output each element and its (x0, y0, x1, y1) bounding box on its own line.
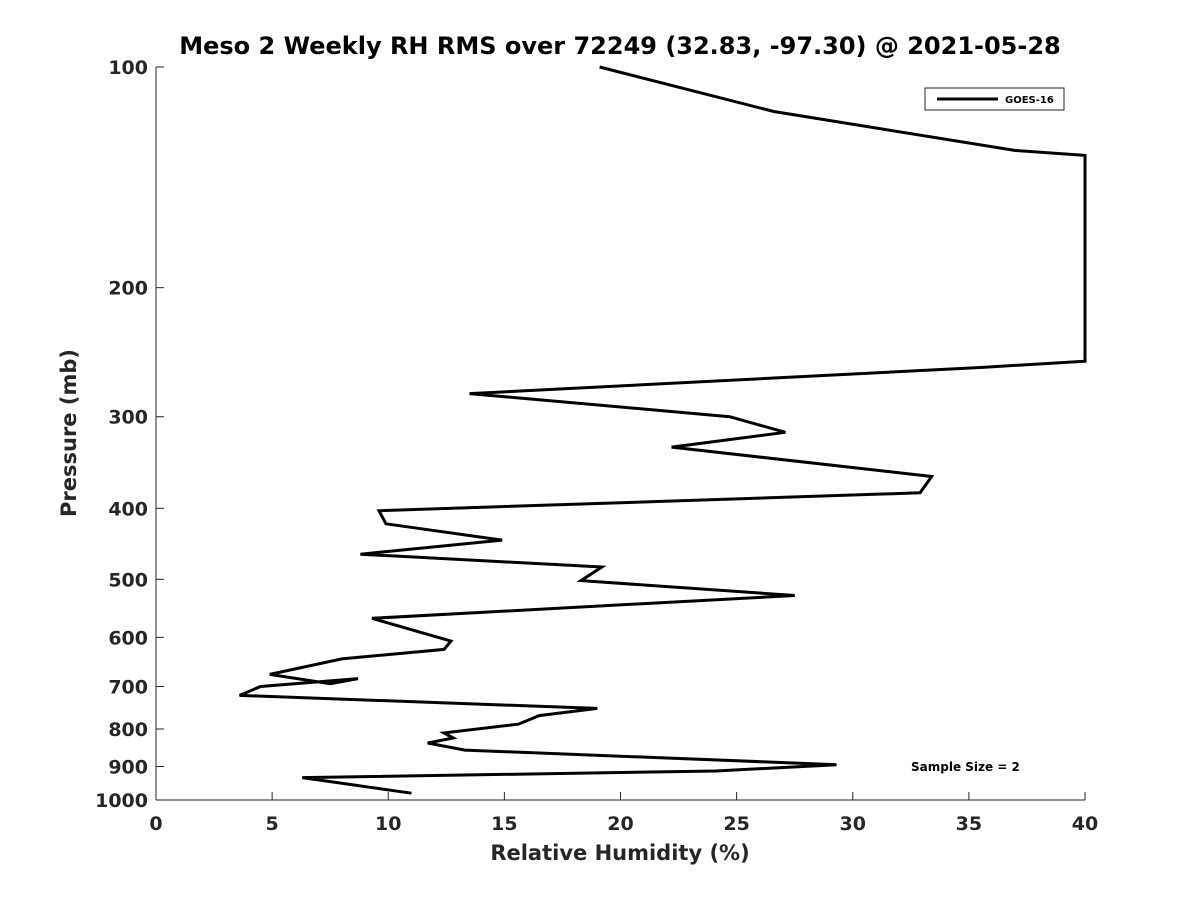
legend-label-goes16: GOES-16 (1005, 95, 1054, 106)
y-tick-label: 500 (108, 569, 148, 591)
y-tick-label: 600 (108, 627, 148, 649)
series-line-goes-16 (239, 65, 1087, 795)
x-tick-label: 10 (375, 813, 401, 835)
y-tick-label: 300 (108, 407, 148, 429)
x-tick-label: 30 (840, 813, 866, 835)
legend[interactable]: GOES-16 (924, 87, 1065, 111)
x-tick-label: 35 (956, 813, 982, 835)
x-ticks: 0 5 10 15 20 25 30 35 40 (149, 792, 1098, 835)
y-axis-label: Pressure (mb) (57, 349, 81, 517)
x-tick-label: 20 (607, 813, 633, 835)
y-tick-label: 100 (108, 57, 148, 79)
y-tick-label: 700 (108, 676, 148, 698)
x-tick-label: 5 (266, 813, 279, 835)
x-tick-label: 40 (1072, 813, 1098, 835)
y-ticks: 100 200 300 400 500 600 700 800 900 1000 (95, 57, 164, 812)
y-tick-label: 200 (108, 278, 148, 300)
y-tick-label: 400 (108, 498, 148, 520)
x-tick-label: 15 (491, 813, 517, 835)
x-tick-label: 25 (723, 813, 749, 835)
y-tick-label: 800 (108, 719, 148, 741)
series-group (239, 65, 1087, 795)
y-tick-label: 900 (108, 756, 148, 778)
chart-title: Meso 2 Weekly RH RMS over 72249 (32.83, … (179, 32, 1061, 60)
y-tick-label: 1000 (95, 790, 148, 812)
x-axis-label: Relative Humidity (%) (490, 841, 749, 865)
x-tick-label: 0 (149, 813, 162, 835)
sample-size-annotation: Sample Size = 2 (911, 760, 1020, 774)
plot-axes (155, 67, 1085, 801)
